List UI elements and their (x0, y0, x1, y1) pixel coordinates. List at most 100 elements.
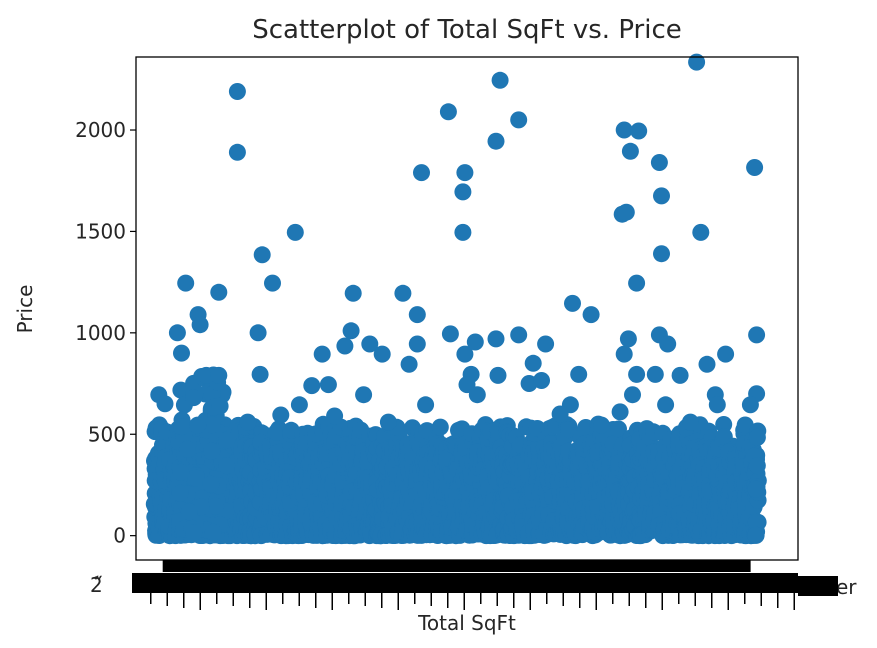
data-point (203, 416, 221, 434)
data-point (264, 274, 281, 292)
x-tick-label-fragment (562, 592, 564, 606)
data-point (156, 395, 174, 413)
points-layer (145, 53, 767, 545)
x-tick-label-fragment (694, 592, 696, 606)
x-tick-labels-overlap (132, 573, 798, 593)
data-point (653, 187, 670, 205)
x-tick-label-fragment (265, 592, 267, 610)
data-point (187, 469, 205, 487)
x-tick-label-fragment (216, 592, 218, 604)
y-tick-label: 2000 (75, 118, 126, 142)
data-point (361, 335, 379, 353)
data-point (431, 418, 449, 436)
data-point (487, 330, 505, 348)
data-point (251, 365, 269, 383)
x-tick-label-fragment (414, 592, 416, 604)
data-point (204, 523, 222, 541)
data-point (177, 274, 195, 292)
data-point (624, 386, 641, 404)
data-point (239, 413, 257, 431)
x-tick-label-fragment (364, 592, 366, 606)
data-point (207, 497, 225, 515)
x-tick-label-fragment (232, 592, 234, 606)
data-point (630, 122, 648, 140)
data-point (510, 326, 528, 344)
data-point (189, 416, 207, 434)
x-tick-label-fragment (381, 592, 383, 608)
data-point (681, 413, 699, 431)
y-axis: 0 500 1000 1500 2000 (75, 118, 136, 548)
x-tick-label-fragment (463, 592, 465, 610)
x-tick-label-fragment (513, 592, 515, 608)
data-point (342, 322, 360, 340)
x-tick-label-fragment (546, 592, 548, 604)
x-tick-label-fragment (678, 592, 680, 604)
data-point (417, 396, 435, 414)
y-tick-label: 1000 (75, 321, 126, 345)
x-tick-label-fragment (298, 592, 300, 606)
x-tick-label-fragment (249, 592, 251, 608)
data-point (303, 377, 321, 395)
data-point (185, 524, 203, 542)
data-point (736, 416, 754, 434)
data-point (537, 335, 555, 353)
x-tick-label-fragment (777, 592, 779, 608)
data-point (610, 420, 627, 438)
data-point (688, 53, 706, 71)
data-point (336, 337, 354, 355)
data-point (286, 223, 304, 241)
x-tick-label-fragment (529, 592, 531, 610)
data-point (741, 396, 759, 414)
data-point (611, 403, 629, 421)
data-point (747, 513, 765, 531)
data-point (570, 365, 588, 383)
data-point (747, 526, 765, 544)
x-tick-label-fragment (315, 592, 317, 608)
y-tick-label: 500 (88, 422, 126, 446)
x-tick-label-fragment (183, 592, 185, 608)
data-point (267, 423, 285, 441)
data-point (466, 333, 484, 351)
x-tick-label-fragment (645, 592, 647, 608)
x-tick-labels-overlap-right (798, 576, 838, 596)
x-tick-label-fragment (760, 592, 762, 606)
x-tick-band (162, 560, 751, 572)
x-tick-label-fragment (150, 592, 152, 604)
data-point (379, 413, 397, 431)
data-point (524, 354, 542, 372)
data-point (203, 442, 221, 460)
data-point (748, 428, 766, 446)
x-tick-label-fragment (199, 592, 201, 610)
data-point (628, 365, 646, 383)
data-point (355, 386, 373, 404)
chart-title: Scatterplot of Total SqFt vs. Price (252, 15, 682, 45)
data-point (191, 316, 209, 334)
data-point (551, 405, 569, 423)
data-point (510, 111, 528, 129)
x-tick-label-fragment (166, 592, 168, 606)
data-point (228, 143, 246, 161)
data-point (313, 345, 331, 363)
data-point (468, 386, 486, 404)
x-tick-label-fragment (744, 592, 746, 604)
data-point (657, 396, 675, 414)
x-tick-label-fragment (496, 592, 498, 606)
data-point (228, 83, 246, 100)
data-point (218, 457, 236, 475)
data-point (619, 330, 637, 348)
data-point (659, 335, 677, 353)
x-tick-label-fragment (447, 592, 449, 608)
x-tick-label-fragment (348, 592, 350, 604)
data-point (373, 345, 391, 363)
data-point (717, 345, 735, 363)
data-point (593, 416, 610, 434)
data-point (171, 484, 189, 502)
data-point (454, 223, 472, 241)
data-point (173, 418, 190, 436)
x-tick-label-fragment (579, 592, 581, 608)
data-point (168, 324, 186, 342)
data-point (621, 142, 639, 160)
x-tick-label-fragment (397, 592, 399, 610)
x-tick-label-fragment (628, 592, 630, 606)
data-point (698, 355, 716, 373)
